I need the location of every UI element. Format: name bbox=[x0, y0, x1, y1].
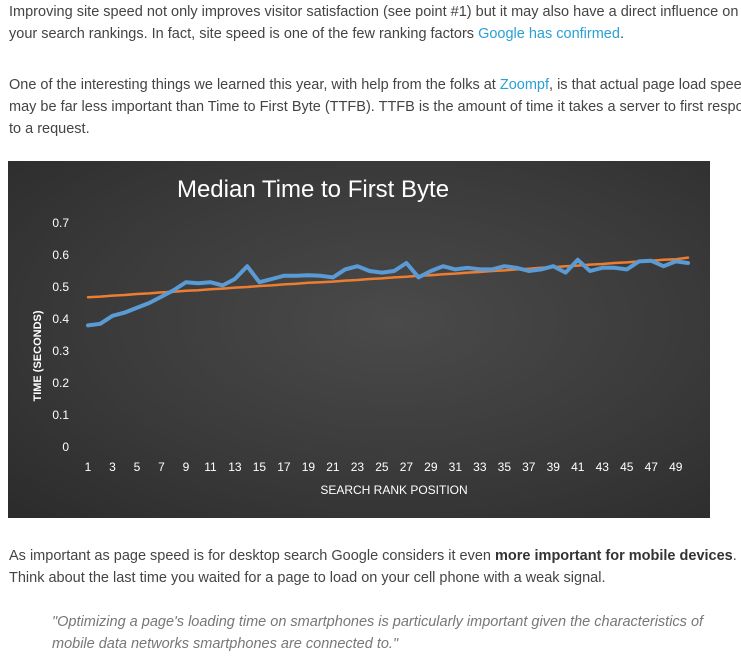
x-tick-label: 47 bbox=[645, 460, 659, 474]
paragraph-mobile: As important as page speed is for deskto… bbox=[9, 545, 741, 589]
x-tick-label: 3 bbox=[109, 460, 116, 474]
x-tick-label: 39 bbox=[547, 460, 561, 474]
paragraph-site-speed: Improving site speed not only improves v… bbox=[9, 1, 741, 45]
y-tick-label: 0.1 bbox=[52, 408, 69, 422]
paragraph-line: may be far less important than Time to F… bbox=[9, 99, 741, 115]
y-tick-label: 0.3 bbox=[52, 344, 69, 358]
x-axis-ticks: 1 3 5 7 9 11 13 15 17 19 21 23 25 27 29 31 33 35 37 39 41 43 4… bbox=[85, 460, 683, 474]
y-tick-label: 0.4 bbox=[52, 312, 69, 326]
zoompf-link[interactable]: Zoompf bbox=[499, 77, 550, 93]
paragraph-line: Think about the last time you waited for… bbox=[9, 570, 606, 586]
x-tick-label: 9 bbox=[183, 460, 190, 474]
x-tick-label: 35 bbox=[498, 460, 512, 474]
ttfb-line-chart: Median Time to First Byte 00.10.20.30.40… bbox=[32, 176, 690, 497]
x-tick-label: 15 bbox=[253, 460, 267, 474]
paragraph-line: your search rankings. In fact, site spee… bbox=[9, 23, 741, 45]
x-tick-label: 43 bbox=[596, 460, 610, 474]
x-tick-label: 31 bbox=[449, 460, 463, 474]
paragraph-line: As important as page speed is for deskto… bbox=[9, 545, 741, 567]
quote-line: "Optimizing a page's loading time on sma… bbox=[52, 614, 704, 630]
x-tick-label: 25 bbox=[375, 460, 389, 474]
text-segment: . bbox=[732, 548, 737, 564]
text-segment: your search rankings. In fact, site spee… bbox=[9, 26, 479, 42]
x-tick-label: 17 bbox=[277, 460, 291, 474]
x-tick-label: 1 bbox=[85, 460, 92, 474]
x-tick-label: 21 bbox=[326, 460, 340, 474]
quote-line: mobile data networks smartphones are con… bbox=[52, 636, 399, 652]
y-tick-label: 0.2 bbox=[52, 376, 69, 390]
chart-title: Median Time to First Byte bbox=[177, 176, 449, 203]
x-tick-label: 5 bbox=[134, 460, 141, 474]
ttfb-chart-image: Median Time to First Byte 0 0.1 0.2 0.3 0.4 0… bbox=[8, 161, 710, 518]
x-tick-label: 33 bbox=[473, 460, 487, 474]
x-tick-label: 11 bbox=[204, 460, 217, 474]
y-tick-label: 0.7 bbox=[52, 216, 69, 230]
x-axis-label: SEARCH RANK POSITION bbox=[320, 483, 467, 497]
x-tick-label: 19 bbox=[302, 460, 316, 474]
text-segment: One of the interesting things we learned… bbox=[9, 77, 500, 93]
x-tick-label: 49 bbox=[669, 460, 683, 474]
bold-emphasis: more important for mobile devices bbox=[495, 548, 733, 564]
paragraph-line: to a request. bbox=[9, 121, 90, 137]
x-tick-label: 27 bbox=[400, 460, 414, 474]
paragraph-line: One of the interesting things we learned… bbox=[9, 74, 741, 96]
chart-series bbox=[86, 256, 690, 328]
text-segment: As important as page speed is for deskto… bbox=[9, 548, 496, 564]
paragraph-line: Improving site speed not only improves v… bbox=[9, 4, 739, 20]
x-tick-label: 41 bbox=[571, 460, 585, 474]
text-segment: . bbox=[619, 26, 624, 42]
x-tick-label: 23 bbox=[351, 460, 365, 474]
y-tick-label: 0.6 bbox=[52, 248, 69, 262]
text-segment: , is that actual page load speed bbox=[549, 77, 741, 93]
y-tick-label: 0 bbox=[62, 440, 69, 454]
blockquote: "Optimizing a page's loading time on sma… bbox=[52, 611, 741, 655]
google-has-confirmed-link[interactable]: Google has confirmed bbox=[478, 26, 620, 42]
x-tick-label: 13 bbox=[228, 460, 242, 474]
y-axis-label: TIME (SECONDS) bbox=[32, 310, 44, 401]
x-tick-label: 7 bbox=[158, 460, 165, 474]
x-tick-label: 37 bbox=[522, 460, 536, 474]
trend-line bbox=[86, 256, 690, 299]
paragraph-ttfb: One of the interesting things we learned… bbox=[9, 74, 741, 140]
y-tick-label: 0.5 bbox=[52, 280, 69, 294]
y-axis-ticks: 0 0.1 0.2 0.3 0.4 0.5 0.6 0.7 bbox=[52, 216, 69, 454]
x-tick-label: 45 bbox=[620, 460, 634, 474]
x-tick-label: 29 bbox=[424, 460, 438, 474]
median-ttfb-series-line bbox=[86, 257, 690, 328]
